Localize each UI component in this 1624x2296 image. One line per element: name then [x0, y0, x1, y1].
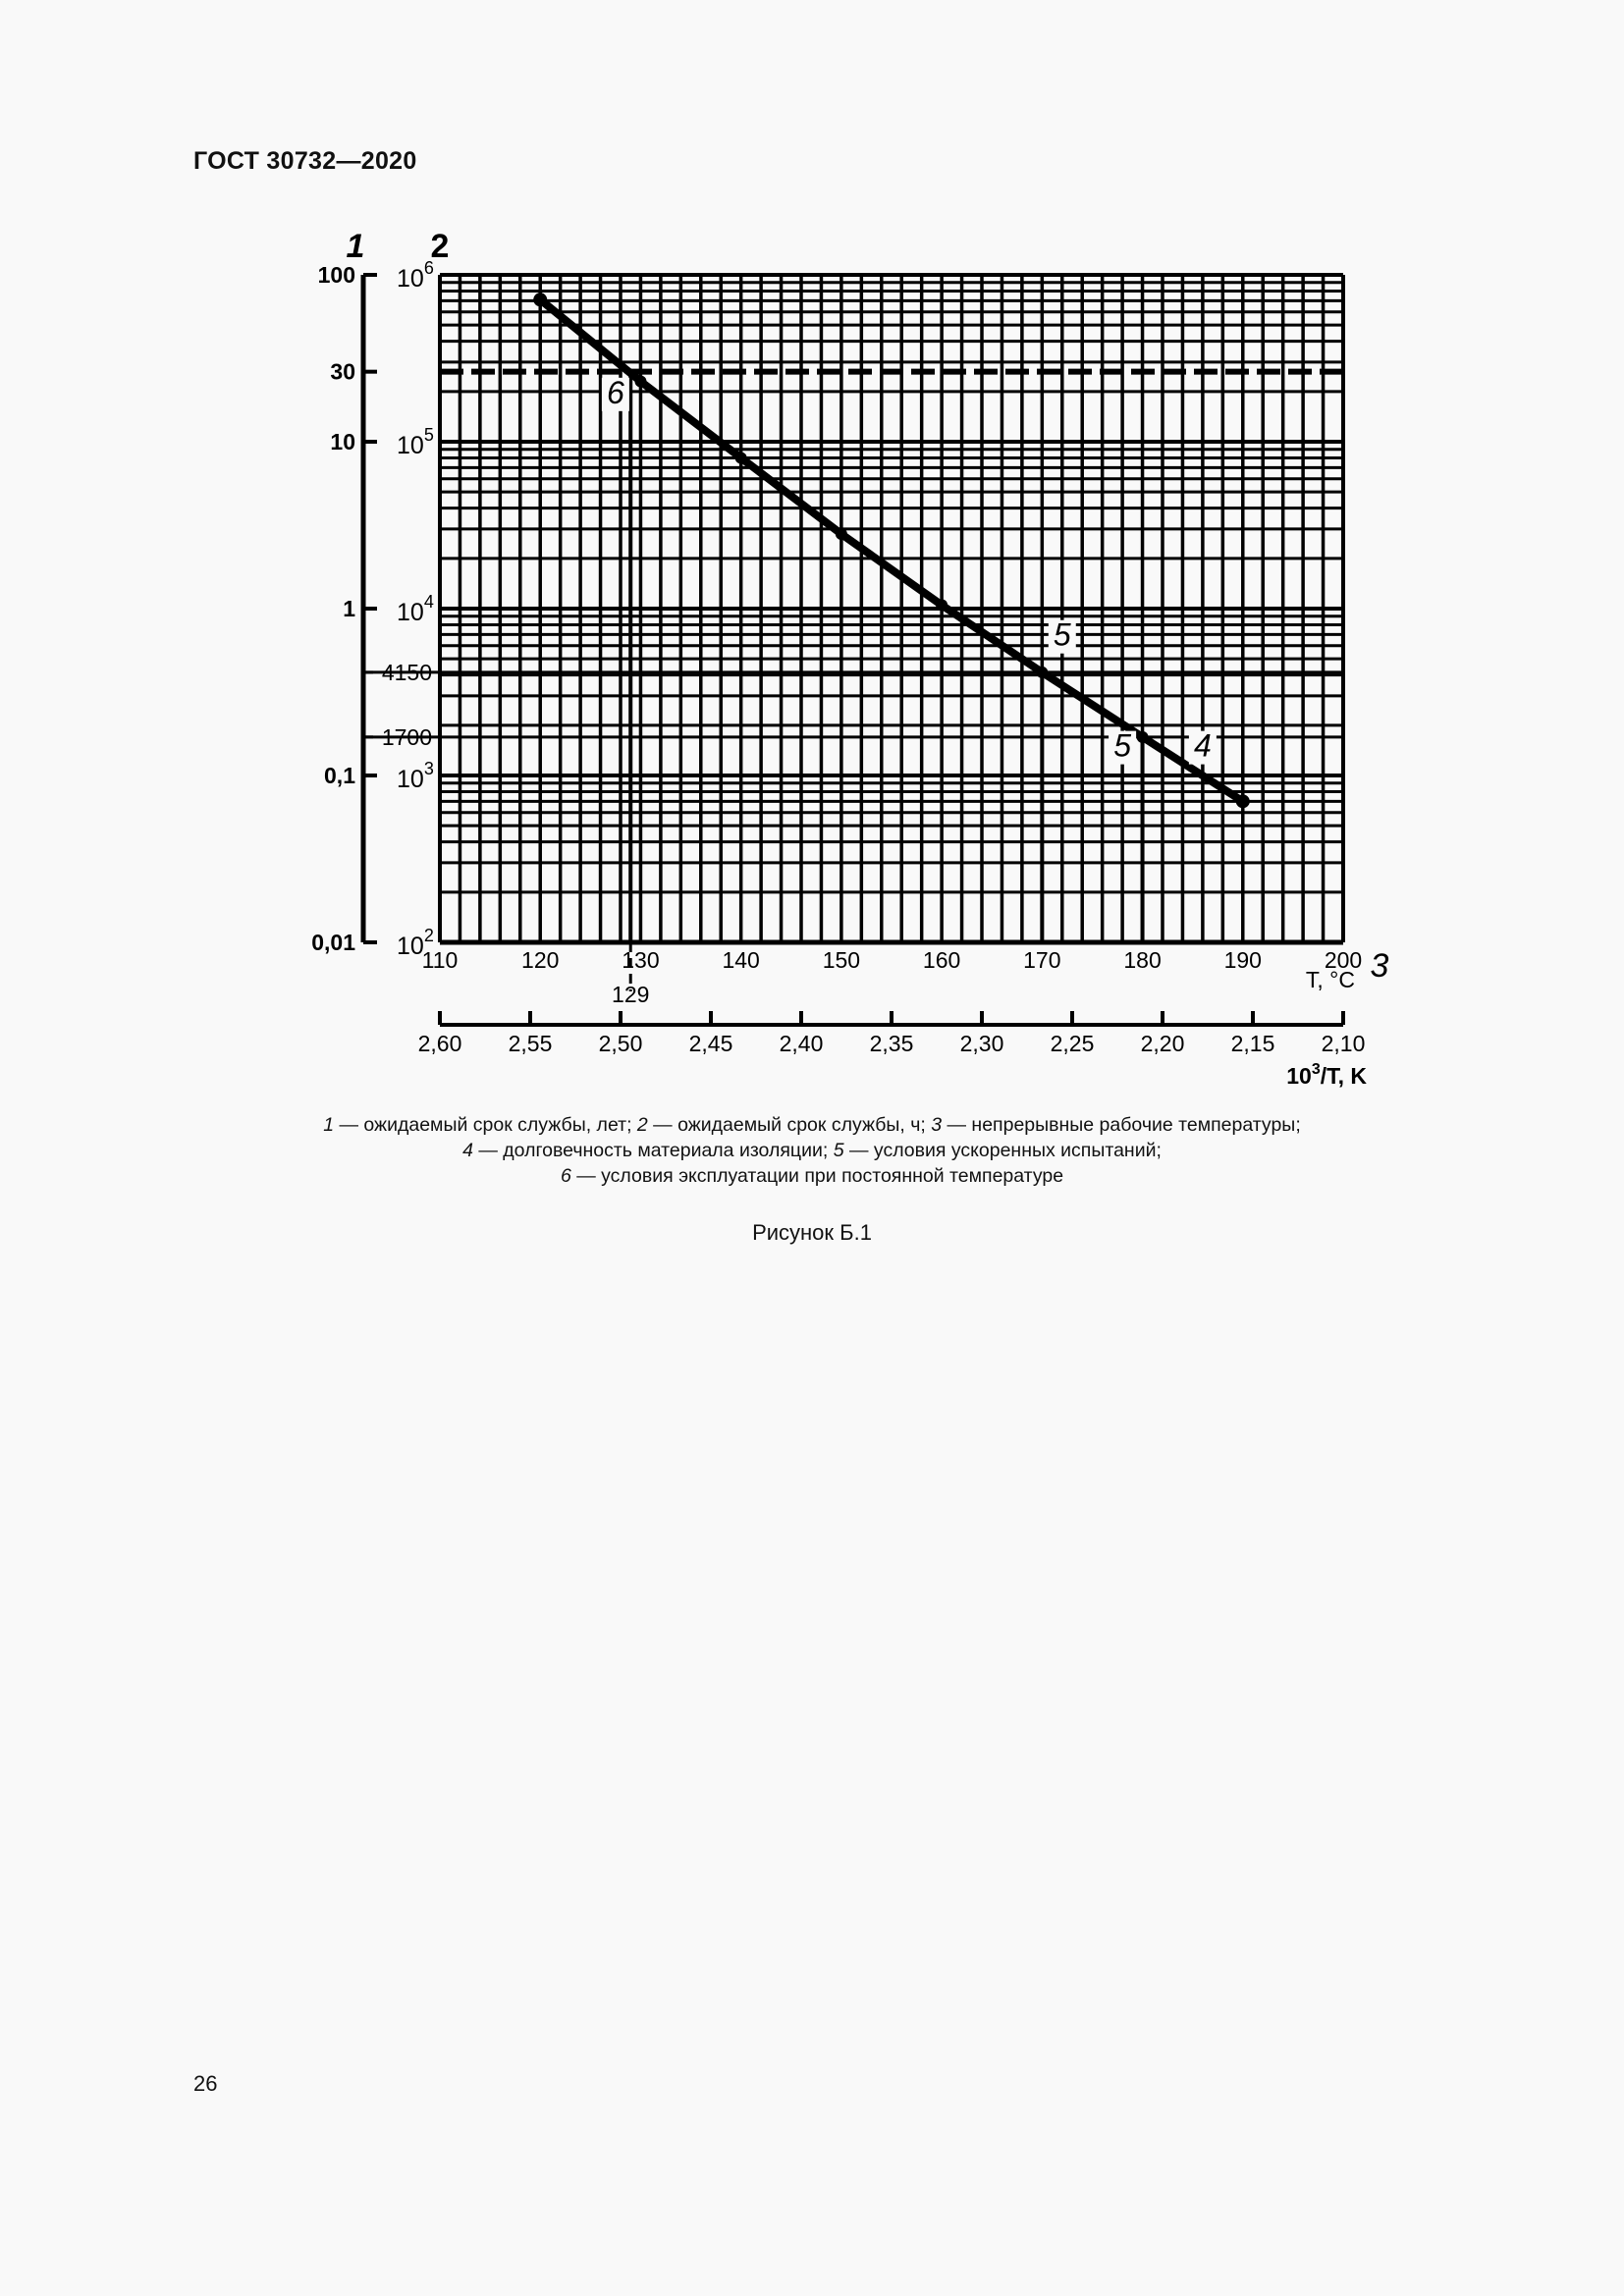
temperature-tick-label: 120 [521, 947, 559, 973]
legend-number: 3 [931, 1114, 943, 1136]
hours-tick-label: 103 [397, 759, 434, 793]
data-point [1136, 730, 1149, 743]
data-point [936, 599, 948, 612]
legend-text: — ожидаемый срок службы, лет; [334, 1114, 637, 1136]
label-bg [601, 377, 629, 411]
years-tick-label: 0,01 [311, 930, 355, 955]
temperature-tick-label: 170 [1023, 947, 1060, 973]
document-header: ГОСТ 30732—2020 [193, 147, 417, 175]
lifetime-chart: 6 5 5 4 100 30 10 1 0,1 0,01 106 105 104 4150 1700 103 1… [311, 228, 1389, 1089]
legend-number: 5 [833, 1140, 844, 1161]
inverse-tick-label: 2,15 [1231, 1031, 1275, 1056]
inverse-tick-label: 2,35 [870, 1031, 914, 1056]
data-point [1036, 666, 1049, 678]
inverse-tick-label: 2,40 [780, 1031, 824, 1056]
temperature-tick-label: 200 [1325, 947, 1362, 973]
axis-number-temperature: 3 [1371, 947, 1389, 985]
legend-number: 6 [560, 1165, 571, 1187]
inverse-tick-label: 2,20 [1141, 1031, 1185, 1056]
data-point [835, 527, 847, 540]
curve-label: 4 [1194, 728, 1212, 764]
curve-label: 5 [1113, 728, 1131, 764]
inverse-tick-label: 2,10 [1322, 1031, 1366, 1056]
inverse-tick-label: 2,60 [418, 1031, 462, 1056]
hours-tick-label: 104 [397, 592, 434, 626]
legend-text: — долговечность материала изоляции; [472, 1140, 834, 1161]
data-point [533, 293, 548, 307]
hours-tick-label: 102 [397, 926, 434, 960]
legend-number: 2 [636, 1114, 648, 1136]
legend-line-1: 1 — ожидаемый срок службы, лет; 2 — ожид… [0, 1112, 1624, 1138]
axis-number-hours: 2 [431, 228, 450, 265]
label-bg [1048, 619, 1076, 654]
data-point [634, 375, 647, 388]
inverse-tick-label: 2,25 [1051, 1031, 1095, 1056]
temperature-axis-label: T, °C [1306, 967, 1355, 992]
years-tick-label: 1 [343, 596, 355, 621]
hours-tick-label: 4150 [382, 660, 432, 685]
curve-label: 5 [1054, 617, 1071, 653]
label-bg [1188, 730, 1217, 765]
hours-tick-label: 105 [397, 425, 434, 459]
legend-line-3: 6 — условия эксплуатации при постоянной … [0, 1163, 1624, 1189]
years-tick-label: 0,1 [324, 763, 355, 788]
inverse-axis-label: 103/T, K [1286, 1061, 1367, 1089]
temperature-tick-label: 130 [622, 947, 659, 973]
temperature-tick-label: 160 [923, 947, 960, 973]
marker-129-label: 129 [612, 982, 649, 1007]
temperature-tick-label: 180 [1123, 947, 1161, 973]
data-point [734, 452, 747, 464]
page-number: 26 [193, 2071, 218, 2096]
temperature-tick-label: 110 [422, 947, 459, 973]
lifetime-curve [537, 296, 1245, 805]
inverse-tick-label: 2,50 [599, 1031, 643, 1056]
legend-number: 4 [462, 1140, 473, 1161]
inverse-tick-label: 2,30 [960, 1031, 1004, 1056]
temperature-tick-label: 150 [823, 947, 860, 973]
years-tick-label: 30 [330, 359, 355, 385]
inverse-tick-label: 2,55 [509, 1031, 553, 1056]
legend-text: — условия ускоренных испытаний; [843, 1140, 1162, 1161]
curve-label: 6 [607, 375, 624, 410]
hours-tick-label: 106 [397, 258, 434, 293]
data-point [1235, 794, 1250, 809]
legend-line-2: 4 — долговечность материала изоляции; 5 … [0, 1138, 1624, 1163]
hours-tick-label: 1700 [382, 724, 432, 750]
axis-number-years: 1 [347, 228, 365, 265]
legend-number: 1 [323, 1114, 335, 1136]
legend-text: — непрерывные рабочие температуры; [942, 1114, 1301, 1136]
temperature-tick-label: 190 [1224, 947, 1262, 973]
years-tick-label: 10 [330, 429, 355, 454]
legend-text: — ожидаемый срок службы, ч; [647, 1114, 932, 1136]
years-tick-label: 100 [318, 262, 355, 288]
figure-caption: Рисунок Б.1 [752, 1220, 872, 1245]
label-bg [1109, 730, 1137, 765]
temperature-tick-label: 140 [722, 947, 759, 973]
inverse-tick-label: 2,45 [689, 1031, 733, 1056]
legend-text: — условия эксплуатации при постоянной те… [570, 1165, 1064, 1187]
